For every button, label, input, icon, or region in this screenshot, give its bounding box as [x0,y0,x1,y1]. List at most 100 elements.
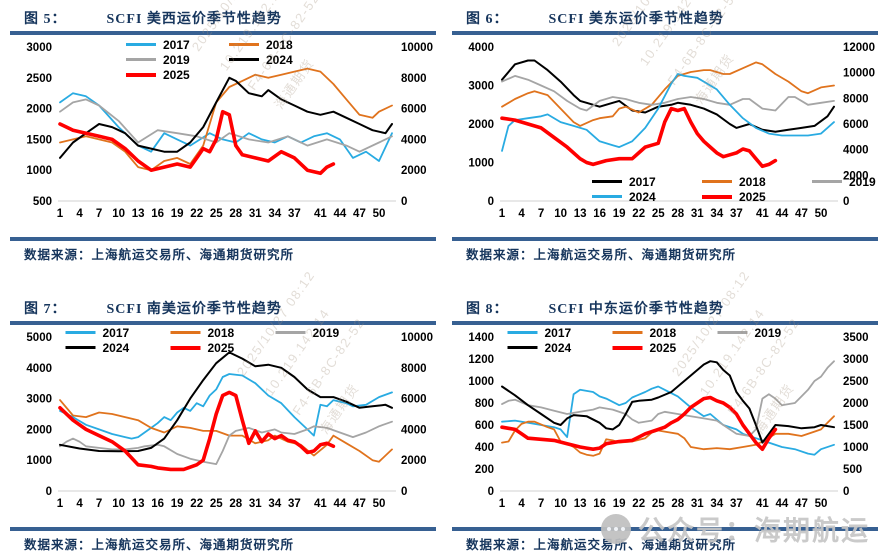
figure-title-text: SCFI 南美运价季节性趋势 [106,302,282,317]
figure-7-panel: 图 7： SCFI 南美运价季节性趋势 5000 4000 3000 2000 1000… [10,296,436,552]
right-axis-tick: 2000 [843,398,869,410]
chart-area: 1400 1200 1000 800 600 400 200 0 3500 3000 2500 200… [452,325,878,525]
x-axis-tick: 41 [314,208,327,220]
x-axis-tick: 41 [756,208,769,220]
left-axis-tick: 0 [488,486,494,498]
right-axis-tick: 8000 [401,73,427,85]
series-line-2017 [501,385,835,456]
right-axis-tick: 0 [843,196,849,208]
left-axis-tick: 1500 [26,134,52,146]
x-axis-tick: 22 [632,498,645,510]
title-divider-bar [10,321,436,325]
chart-divider-bar [10,237,436,241]
figure-8-panel: 图 8： SCFI 中东运价季节性趋势 1400 1200 1000 800 600 40… [452,296,878,552]
x-axis-tick: 41 [756,498,769,510]
right-axis-tick: 10000 [401,42,433,54]
figure-label: 图 5： [24,12,67,27]
series-line-2025 [58,390,336,472]
left-axis-tick: 0 [46,486,52,498]
left-axis-tick: 1000 [26,455,52,467]
x-axis-tick: 10 [554,208,567,220]
right-axis-tick: 8000 [843,93,869,105]
right-axis-tick: 3500 [843,332,869,344]
x-axis-tick: 16 [151,208,164,220]
x-axis-tick: 1 [499,498,506,510]
x-axis-tick: 22 [632,208,645,220]
x-axis-tick: 19 [171,498,184,510]
x-axis-tick: 22 [190,208,203,220]
x-axis-tick: 31 [691,498,704,510]
x-axis-tick: 34 [710,498,723,510]
x-axis-tick: 16 [593,208,606,220]
x-axis-tick: 16 [151,498,164,510]
x-axis-tick: 50 [815,208,828,220]
series-line-2019 [59,98,393,153]
figure-8-title-row: 图 8： SCFI 中东运价季节性趋势 [452,296,878,319]
chart-divider-bar [452,237,878,241]
right-axis-tick: 0 [843,486,849,498]
left-axis-tick: 3000 [26,42,52,54]
x-axis-tick: 25 [210,208,223,220]
right-axis-tick: 2000 [401,455,427,467]
left-axis-tick: 3000 [468,81,494,93]
right-axis-tick: 0 [401,486,407,498]
x-axis-tick: 44 [776,208,789,220]
x-axis-tick: 41 [314,498,327,510]
left-axis-tick: 4000 [26,363,52,375]
series-line-2018 [59,399,393,463]
x-axis-tick: 28 [671,498,684,510]
x-axis-tick: 1 [57,498,64,510]
data-source-note: 数据来源：上海航运交易所、海通期货研究所 [466,538,737,552]
x-axis-tick: 7 [538,208,544,220]
chart-divider-bar [452,527,878,531]
x-axis-tick: 50 [373,498,386,510]
x-axis-tick: 47 [795,498,808,510]
series-line-2019 [501,360,835,437]
x-axis-tick: 37 [730,208,743,220]
right-axis-tick: 12000 [843,42,875,54]
x-axis-tick: 37 [730,498,743,510]
x-axis-tick: 28 [671,208,684,220]
left-axis-tick: 1000 [468,158,494,170]
series-line-2019 [501,75,835,112]
x-axis-tick: 4 [518,208,525,220]
right-axis-tick: 4000 [843,145,869,157]
series-line-2025 [500,106,778,169]
right-axis-tick: 4000 [401,424,427,436]
title-divider-bar [10,31,436,35]
x-axis-tick: 28 [229,498,242,510]
x-axis-tick: 7 [96,208,102,220]
x-axis-tick: 25 [652,208,665,220]
x-axis-tick: 4 [76,498,83,510]
left-axis-tick: 2000 [26,104,52,116]
series-line-2018 [59,67,393,172]
left-axis-tick: 5000 [26,332,52,344]
series-line-2024 [501,360,835,444]
x-axis-tick: 10 [554,498,567,510]
x-axis-tick: 13 [574,498,587,510]
x-axis-tick: 19 [613,498,626,510]
figure-label: 图 6： [466,12,509,27]
data-source-note: 数据来源：上海航运交易所、海通期货研究所 [24,538,295,552]
left-axis-tick: 1000 [468,376,494,388]
right-axis-tick: 6000 [843,119,869,131]
left-axis-tick: 1200 [468,354,494,366]
line-chart-figure-6: 4000300020001000012000100008000600040002… [468,42,875,220]
chart-area: 3000 2500 2000 1500 1000 500 10000 8000 6000 4000… [10,35,436,235]
figure-label: 图 8： [466,302,509,317]
figure-title-text: SCFI 中东运价季节性趋势 [548,302,724,317]
right-axis-tick: 1500 [843,420,869,432]
left-axis-tick: 400 [475,442,494,454]
right-axis-tick: 8000 [401,363,427,375]
figure-6-title-row: 图 6： SCFI 美东运价季节性趋势 [452,6,878,29]
right-axis-tick: 6000 [401,394,427,406]
right-axis-tick: 6000 [401,104,427,116]
x-axis-tick: 47 [353,208,366,220]
x-axis-tick: 34 [268,208,281,220]
series-line-2018 [501,61,835,127]
x-axis-tick: 50 [373,208,386,220]
figure-label: 图 7： [24,302,67,317]
x-axis-tick: 1 [57,208,64,220]
right-axis-tick: 500 [843,464,862,476]
